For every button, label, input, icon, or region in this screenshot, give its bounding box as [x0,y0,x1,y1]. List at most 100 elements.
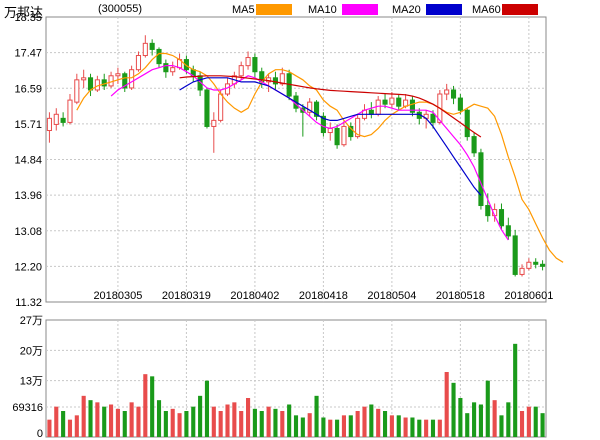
candle-body-up [46,117,52,132]
volume-y-tick-label: 20万 [20,345,43,357]
volume-bar [348,415,353,437]
legend-ma20-swatch [426,4,462,15]
volume-bar [314,395,319,437]
candle-body-up [129,69,135,89]
volume-bar [170,408,175,437]
volume-bar [300,417,305,437]
volume-bar [376,408,381,437]
candle-body-down [498,209,505,227]
volume-bar [485,380,490,437]
ma10-line [110,64,509,241]
volume-bar [293,415,299,437]
candle-body-up [307,101,313,113]
candle-body-down [156,48,162,65]
volume-bar [328,419,333,437]
volume-bar [95,402,100,437]
price-y-tick-label: 11.32 [15,297,42,309]
volume-bar [191,406,196,437]
candle-body-up [74,79,80,103]
legend-ma5-label: MA5 [232,4,255,16]
volume-bar [218,411,223,437]
volume-bar [362,406,367,437]
x-date-tick-label: 20180305 [93,290,142,302]
volume-bar [321,417,326,437]
candle-body-down [457,97,463,111]
volume-bar [109,404,114,437]
x-date-tick-label: 20180319 [162,290,211,302]
candle-body-down [540,263,546,267]
volume-bar [396,415,401,437]
legend-ma10-swatch [342,4,378,15]
volume-bar [122,411,127,437]
candle-body-down [505,225,511,237]
candle-body-up [142,42,148,57]
legend-ma5-swatch [256,4,292,15]
price-y-tick-label: 14.84 [14,155,42,167]
price-y-tick-label: 15.71 [14,119,42,131]
volume-bar [478,404,483,437]
candle-body-up [245,57,251,67]
volume-bar [273,408,278,437]
candle-body-up [218,93,224,121]
volume-y-tick-label: 0 [37,428,43,440]
candle-body-down [348,125,354,138]
volume-bar [280,411,285,437]
candle-body-down [122,73,128,89]
legend-ma60-label: MA60 [472,4,501,16]
x-date-tick-label: 20180418 [299,290,348,302]
volume-bar [341,415,346,437]
candle-body-down [149,42,155,50]
volume-bar [88,400,93,437]
candle-body-up [135,55,142,71]
price-y-tick-label: 16.59 [14,83,42,95]
volume-bar [177,413,182,437]
volume-bar [67,419,73,437]
volume-bar [444,372,449,437]
candle-body-up [389,97,395,105]
volume-bar [389,415,394,437]
volume-bar [513,343,518,437]
candle-body-down [464,109,470,138]
volume-bar [163,411,168,437]
legend-ma60-swatch [502,4,538,15]
x-date-tick-label: 20180601 [504,290,553,302]
volume-bar [61,411,66,437]
candle-body-down [533,261,539,265]
x-date-tick-label: 20180402 [230,290,279,302]
candle-body-up [238,65,244,77]
volume-bar [156,400,162,437]
candle-body-down [430,113,436,123]
candle-body-down [450,89,457,99]
ma60-line [179,75,482,138]
volume-bar [465,413,470,437]
volume-bar [266,406,271,437]
volume-bar [211,406,216,437]
x-date-tick-label: 20180504 [367,290,416,302]
volume-bar [47,419,52,437]
price-y-tick-label: 17.47 [14,48,42,60]
volume-bar [410,417,415,437]
candle-body-up [67,99,73,123]
candle-body-down [320,115,326,134]
volume-y-tick-label: 27万 [20,315,43,327]
volume-bar [136,406,141,437]
stock-code: (300055) [98,3,143,15]
volume-bar [307,413,312,437]
stock-name: 万邦达 [4,5,44,20]
candle-body-down [512,235,518,275]
candle-body-up [526,261,532,269]
legend-ma10-label: MA10 [308,4,337,16]
volume-bar [424,419,429,437]
candle-body-down [60,117,66,123]
candle-body-up [444,89,450,95]
volume-bar [533,406,538,437]
volume-bar [437,419,442,437]
volume-bar [451,382,456,437]
price-y-tick-label: 13.96 [14,190,42,202]
volume-bar [143,374,148,437]
volume-bar [369,404,374,437]
volume-bar [540,413,545,437]
x-date-tick-label: 20180518 [436,290,485,302]
candle-body-down [252,57,258,73]
